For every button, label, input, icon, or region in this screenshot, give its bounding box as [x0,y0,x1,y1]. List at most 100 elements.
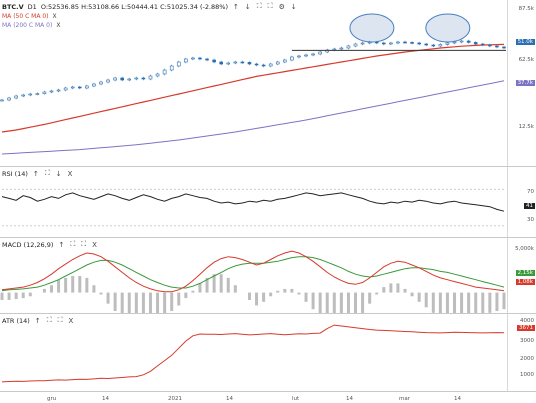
macd-histogram-bar [346,292,350,313]
atr-y-axis: 4000 3671 3000 2000 1000 [507,314,536,391]
macd-histogram-bar [99,292,103,295]
candle-body [275,61,280,65]
move-up-icon[interactable]: ↑ [32,169,39,178]
candle-body [318,51,322,55]
candle-body [106,79,110,83]
candle-body [127,78,132,81]
candle-body [184,58,188,63]
candle-body [63,87,68,91]
candle-body [85,85,89,89]
candle-body [466,40,471,43]
x-tick-label: 14 [346,396,353,402]
ma200-line [1,80,505,155]
macd-histogram-bar [42,288,46,293]
x-tick-label: gru [47,396,57,402]
macd-histogram-bar [78,276,82,293]
candle-body [240,61,245,64]
atr-header: ATR (14) ↑ ⛶ ⛶ X [2,316,74,325]
highlight-ellipse [349,13,395,43]
candle-body [495,45,499,48]
candle-body [28,93,33,96]
macd-histogram-bar [389,283,393,293]
move-up-icon[interactable]: ↑ [233,2,239,11]
macd-histogram-bar [7,292,11,300]
candle-body [77,86,82,89]
close-icon[interactable]: X [92,240,97,249]
candle-body [169,65,174,71]
candle-body [35,93,40,95]
macd-histogram-bar [311,292,315,310]
macd-histogram-bar [269,292,273,297]
maximize-icon[interactable]: ⛶ [256,2,262,10]
close-icon[interactable]: X [68,316,74,325]
gear-icon[interactable]: ⚙ [278,2,285,11]
macd-histogram-bar [453,292,457,313]
maximize-icon[interactable]: ⛶ [46,316,52,324]
macd-histogram-bar [325,292,329,313]
candle-body [339,47,344,50]
ma50-legend[interactable]: MA (50 C MA 0) X [2,13,57,20]
macd-histogram-bar [219,274,223,293]
price-pane: BTC.V D1 O:52536.85 H:53108.66 L:50444.4… [0,0,536,167]
signal-tag: 2,15k [515,270,535,276]
ma200-legend[interactable]: MA (200 C MA 0) X [2,22,60,29]
macd-histogram-bar [127,292,131,313]
maximize-icon[interactable]: ⛶ [44,169,50,177]
symbol-title: BTC.V [2,2,24,11]
x-tick-label: lut [292,396,300,402]
macd-histogram-bar [318,292,322,313]
macd-histogram-bar [163,292,167,313]
candle-body [162,69,167,75]
macd-histogram-bar [148,292,152,313]
y-tick-label: 62.5k [518,57,534,63]
y-tick-label: 12.5k [518,124,534,130]
macd-title: MACD (12,26,9) [2,240,54,249]
macd-histogram-bar [290,288,294,293]
candle-body [113,77,117,81]
last-price-tag: 51.0k [515,39,535,45]
highlight-ellipse [425,13,471,43]
candle-body [233,61,238,64]
move-up-icon[interactable]: ↑ [58,240,65,249]
macd-histogram-bar [49,285,53,293]
macd-histogram-bar [14,292,18,300]
candle-body [438,44,443,47]
candle-body [473,42,478,45]
collapse-icon[interactable]: ↓ [290,2,297,11]
macd-histogram-bar [375,292,379,295]
candle-body [141,77,146,80]
candle-body [219,61,223,65]
restore-icon[interactable]: ⛶ [267,2,273,10]
move-down-icon[interactable]: ↓ [244,2,251,11]
macd-histogram-bar [21,292,25,299]
candle-body [92,83,96,87]
close-icon[interactable]: X [56,22,61,29]
x-tick-label: 2021 [168,396,182,402]
macd-histogram-bar [460,292,464,313]
candle-body [254,63,259,66]
candle-body [155,73,160,77]
macd-chart [0,250,506,313]
candle-body [403,41,407,44]
candle-body [502,46,506,49]
move-up-icon[interactable]: ↑ [34,316,41,325]
macd-histogram-bar [184,292,188,299]
macd-histogram-bar [113,292,117,311]
macd-histogram-bar [332,292,336,313]
restore-icon[interactable]: ⛶ [81,240,87,248]
macd-histogram-bar [438,292,442,313]
candle-body [205,58,209,61]
price-y-axis: 87.5k 51.0k 62.5k 37.7k 12.5k [507,0,536,166]
close-icon[interactable]: X [67,169,73,178]
interval-label: D1 [27,2,37,11]
macd-histogram-bar [71,276,75,293]
maximize-icon[interactable]: ⛶ [70,240,76,248]
x-axis: gru 14 2021 14 lut 14 mar 14 [0,391,536,403]
move-down-icon[interactable]: ↓ [55,169,62,178]
macd-histogram-bar [57,279,61,293]
y-tick-label: 70 [527,189,534,195]
candle-body [198,57,202,60]
restore-icon[interactable]: ⛶ [57,316,63,324]
close-icon[interactable]: X [52,13,57,20]
candle-body [360,42,365,45]
